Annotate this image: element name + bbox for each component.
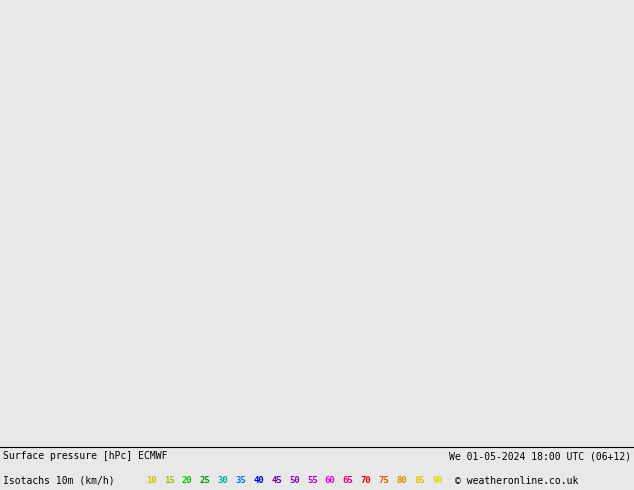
Text: 35: 35 xyxy=(235,476,246,485)
Text: 70: 70 xyxy=(361,476,372,485)
Text: 20: 20 xyxy=(181,476,192,485)
Text: 30: 30 xyxy=(217,476,228,485)
Text: Surface pressure [hPc] ECMWF: Surface pressure [hPc] ECMWF xyxy=(3,451,167,462)
Text: We 01-05-2024 18:00 UTC (06+12): We 01-05-2024 18:00 UTC (06+12) xyxy=(449,451,631,462)
Text: 60: 60 xyxy=(325,476,335,485)
Text: © weatheronline.co.uk: © weatheronline.co.uk xyxy=(455,475,579,486)
Text: 15: 15 xyxy=(164,476,174,485)
Text: 45: 45 xyxy=(271,476,282,485)
Text: 75: 75 xyxy=(378,476,389,485)
Text: 65: 65 xyxy=(343,476,354,485)
Text: 10: 10 xyxy=(146,476,157,485)
Text: 50: 50 xyxy=(289,476,300,485)
Text: 90: 90 xyxy=(432,476,443,485)
Text: 25: 25 xyxy=(200,476,210,485)
Text: 85: 85 xyxy=(415,476,425,485)
Text: 80: 80 xyxy=(396,476,407,485)
Text: 40: 40 xyxy=(253,476,264,485)
Text: Isotachs 10m (km/h): Isotachs 10m (km/h) xyxy=(3,475,115,486)
Text: 55: 55 xyxy=(307,476,318,485)
